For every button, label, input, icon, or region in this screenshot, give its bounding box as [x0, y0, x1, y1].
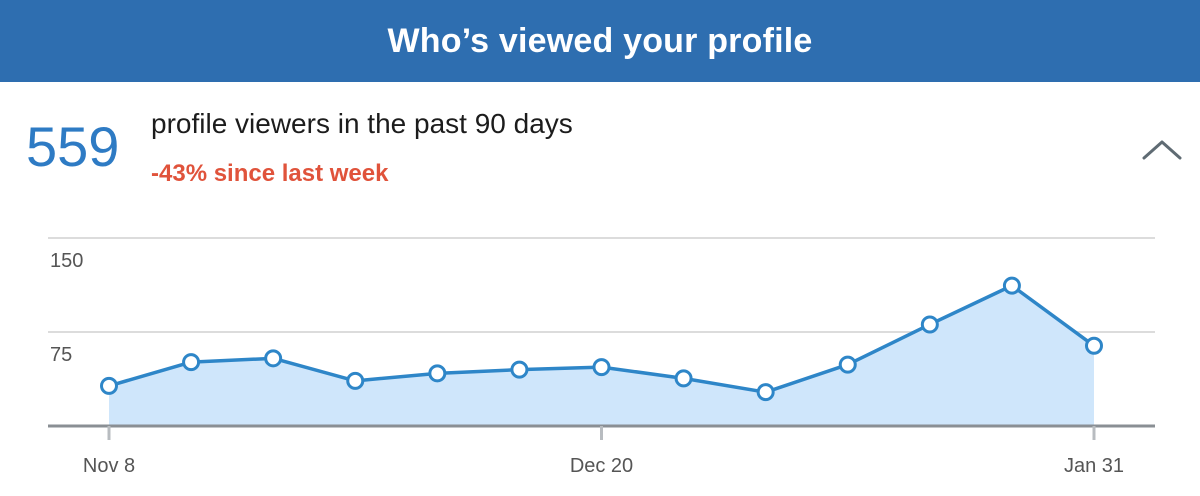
data-point[interactable]: [264, 349, 283, 368]
x-tick-label: Jan 31: [1064, 455, 1124, 477]
x-tick-label: Dec 20: [570, 455, 633, 477]
profile-views-card: 150 75 Nov 8 Dec 20 Jan 31 559 profile viewe…: [0, 82, 1200, 496]
data-point[interactable]: [838, 355, 857, 374]
chevron-up-icon: [1142, 140, 1182, 160]
profile-views-chart: 150 75 Nov 8 Dec 20 Jan 31: [48, 237, 1155, 477]
data-point[interactable]: [920, 315, 939, 334]
x-tick-label: Nov 8: [83, 455, 135, 477]
data-point[interactable]: [592, 358, 611, 377]
data-point[interactable]: [346, 371, 365, 390]
viewer-count-label: profile viewers in the past 90 days: [151, 108, 573, 139]
viewer-count: 559: [26, 115, 120, 178]
data-point[interactable]: [756, 383, 775, 402]
weekly-change: -43% since last week: [151, 160, 389, 187]
data-point[interactable]: [428, 364, 447, 383]
data-point[interactable]: [510, 360, 529, 379]
page-title: Who’s viewed your profile: [387, 21, 813, 60]
y-tick-label: 75: [50, 344, 72, 366]
data-point[interactable]: [674, 369, 693, 388]
data-point[interactable]: [182, 353, 201, 372]
series-area: [109, 285, 1094, 426]
page-header: Who’s viewed your profile: [0, 0, 1200, 82]
y-tick-label: 150: [50, 250, 83, 272]
data-point[interactable]: [1002, 276, 1021, 295]
collapse-button[interactable]: [1140, 134, 1184, 164]
data-point[interactable]: [1085, 336, 1103, 355]
data-point[interactable]: [100, 376, 118, 395]
